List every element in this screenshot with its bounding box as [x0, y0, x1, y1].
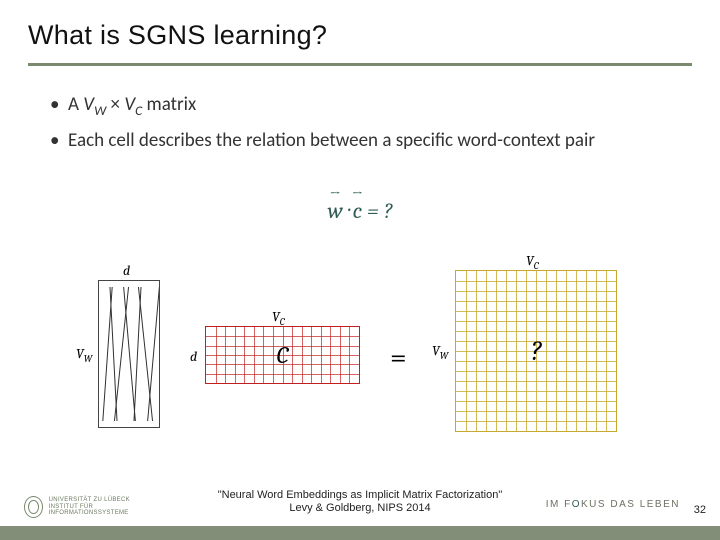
title-bar: What is SGNS learning?	[28, 20, 692, 66]
w-left-label-v: V	[76, 345, 84, 362]
res-left-label: VW	[432, 342, 448, 362]
bullet-list: A VW × VC matrix Each cell describes the…	[50, 92, 670, 162]
page-number: 32	[694, 504, 706, 516]
bullet-1: A VW × VC matrix	[50, 92, 670, 120]
equals-sign: =	[390, 340, 407, 375]
c-matrix: C	[205, 326, 360, 384]
bullet-2: Each cell describes the relation between…	[50, 128, 670, 154]
c-center-label: C	[277, 341, 289, 369]
res-left-label-v: V	[432, 342, 440, 359]
b1-vc: V	[124, 93, 135, 116]
tagline-pre: IM F	[546, 499, 572, 510]
c-top-label: VC	[272, 308, 285, 328]
eq-rhs: = ?	[362, 198, 392, 224]
slide-title: What is SGNS learning?	[28, 20, 692, 51]
w-left-label-sub: W	[84, 353, 93, 365]
b1-times: ×	[106, 93, 124, 116]
b1-prefix: A	[68, 93, 83, 116]
c-top-label-v: V	[272, 308, 280, 325]
res-top-label: VC	[526, 252, 539, 272]
matrix-diagram: d VW VC d C = VC VW ?	[60, 250, 660, 450]
tagline-o: O	[572, 499, 581, 510]
b1-vw-sub: W	[94, 102, 106, 119]
vec-w: w	[328, 198, 343, 224]
equation: w · c = ?	[0, 198, 720, 224]
res-top-label-v: V	[526, 252, 534, 269]
tagline-post: KUS DAS LEBEN	[581, 499, 680, 510]
w-top-label: d	[123, 262, 130, 279]
footer-bar	[0, 526, 720, 540]
slide: What is SGNS learning? A VW × VC matrix …	[0, 0, 720, 540]
title-underline	[28, 63, 692, 66]
result-matrix: ?	[455, 270, 617, 432]
res-left-label-sub: W	[440, 350, 449, 362]
w-left-label: VW	[76, 345, 92, 365]
res-center-label: ?	[530, 335, 541, 367]
vec-c: c	[353, 198, 363, 224]
w-matrix	[98, 280, 160, 428]
c-left-label: d	[190, 348, 197, 365]
footer-tagline: IM FOKUS DAS LEBEN	[546, 499, 680, 510]
b1-suffix: matrix	[142, 93, 196, 116]
b1-vw: V	[83, 93, 94, 116]
